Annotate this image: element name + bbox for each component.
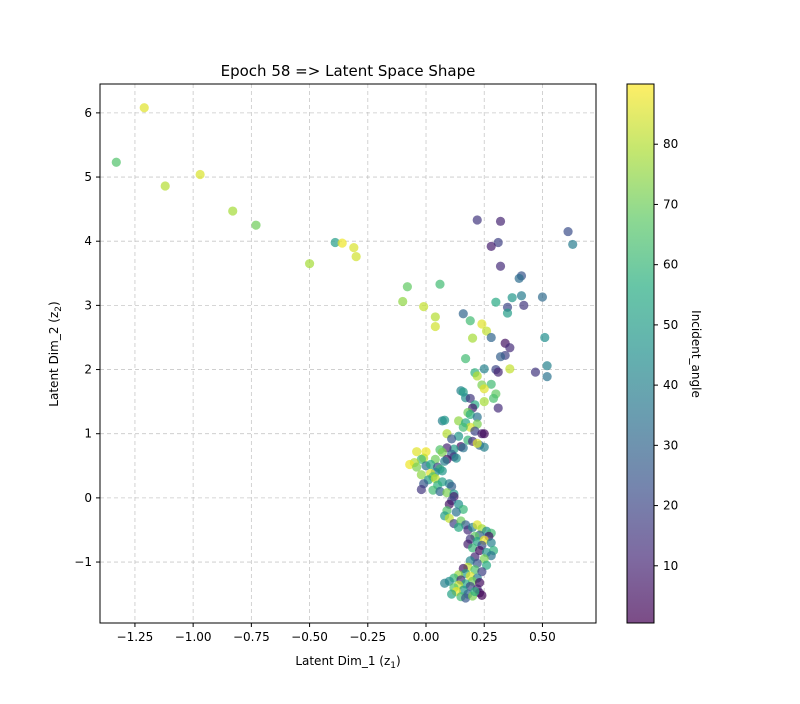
data-point [440, 579, 449, 588]
data-point [452, 453, 461, 462]
data-point [494, 368, 503, 377]
colorbar [627, 84, 654, 623]
data-point [338, 239, 347, 248]
data-point [480, 397, 489, 406]
data-point [480, 364, 489, 373]
data-point [494, 403, 503, 412]
data-point [447, 590, 456, 599]
colorbar-tick-label: 60 [663, 258, 678, 272]
data-point [487, 242, 496, 251]
data-point [251, 221, 260, 230]
x-tick-label: −0.75 [233, 630, 270, 644]
y-tick-label: 1 [84, 427, 92, 441]
y-axis-label-close: ) [47, 301, 61, 306]
colorbar-tick-label: 50 [663, 318, 678, 332]
data-point [412, 447, 421, 456]
data-point [517, 291, 526, 300]
data-point [538, 292, 547, 301]
data-point [542, 372, 551, 381]
data-point [496, 262, 505, 271]
data-point [508, 293, 517, 302]
data-point [112, 158, 121, 167]
data-point [466, 316, 475, 325]
data-point [515, 274, 524, 283]
data-point [563, 227, 572, 236]
data-point [352, 252, 361, 261]
data-point [473, 371, 482, 380]
x-tick-label: 0.25 [471, 630, 498, 644]
data-point [473, 215, 482, 224]
data-point [459, 309, 468, 318]
y-tick-label: 4 [84, 234, 92, 248]
colorbar-tick-label: 30 [663, 438, 678, 452]
data-point [412, 462, 421, 471]
y-tick-label: 0 [84, 491, 92, 505]
data-point [228, 206, 237, 215]
y-tick-label: 3 [84, 298, 92, 312]
x-axis-label-close: ) [396, 654, 401, 668]
data-point [431, 322, 440, 331]
data-point [470, 587, 479, 596]
chart-title: Epoch 58 => Latent Space Shape [221, 62, 476, 80]
data-point [473, 439, 482, 448]
colorbar-label: Incident_angle [689, 310, 703, 398]
data-point [403, 282, 412, 291]
data-point [461, 354, 470, 363]
data-point [435, 280, 444, 289]
data-point [491, 298, 500, 307]
data-point [440, 416, 449, 425]
data-point [568, 240, 577, 249]
x-tick-label: 0.50 [529, 630, 556, 644]
colorbar-tick-label: 40 [663, 378, 678, 392]
data-point [349, 243, 358, 252]
data-point [519, 301, 528, 310]
data-point [140, 103, 149, 112]
data-point [454, 523, 463, 532]
data-point [480, 384, 489, 393]
data-point [496, 217, 505, 226]
data-point [489, 394, 498, 403]
x-tick-label: −0.25 [349, 630, 386, 644]
x-tick-label: 0.00 [413, 630, 440, 644]
data-point [480, 429, 489, 438]
colorbar-tick-label: 80 [663, 137, 678, 151]
data-point [531, 368, 540, 377]
y-tick-label: −1 [74, 555, 92, 569]
data-point [459, 423, 468, 432]
data-point [542, 361, 551, 370]
x-tick-label: −1.25 [117, 630, 154, 644]
data-point [487, 333, 496, 342]
data-point [196, 170, 205, 179]
colorbar-tick-label: 20 [663, 499, 678, 513]
data-point [398, 297, 407, 306]
data-point [431, 312, 440, 321]
x-tick-label: −1.00 [175, 630, 212, 644]
data-point [540, 333, 549, 342]
data-point [505, 343, 514, 352]
data-point [505, 364, 514, 373]
data-point [503, 308, 512, 317]
y-tick-label: 6 [84, 106, 92, 120]
data-point [452, 507, 461, 516]
x-tick-label: −0.50 [291, 630, 328, 644]
data-point [459, 443, 468, 452]
y-tick-label: 2 [84, 363, 92, 377]
data-point [305, 259, 314, 268]
colorbar-tick-label: 70 [663, 197, 678, 211]
data-point [419, 302, 428, 311]
colorbar-tick-label: 10 [663, 559, 678, 573]
data-point [447, 434, 456, 443]
data-point [417, 485, 426, 494]
data-point [468, 334, 477, 343]
y-axis-label-text: Latent Dim_2 (z [47, 312, 61, 407]
x-axis-label-text: Latent Dim_1 (z [295, 654, 390, 668]
data-point [161, 181, 170, 190]
y-tick-label: 5 [84, 170, 92, 184]
data-point [496, 352, 505, 361]
